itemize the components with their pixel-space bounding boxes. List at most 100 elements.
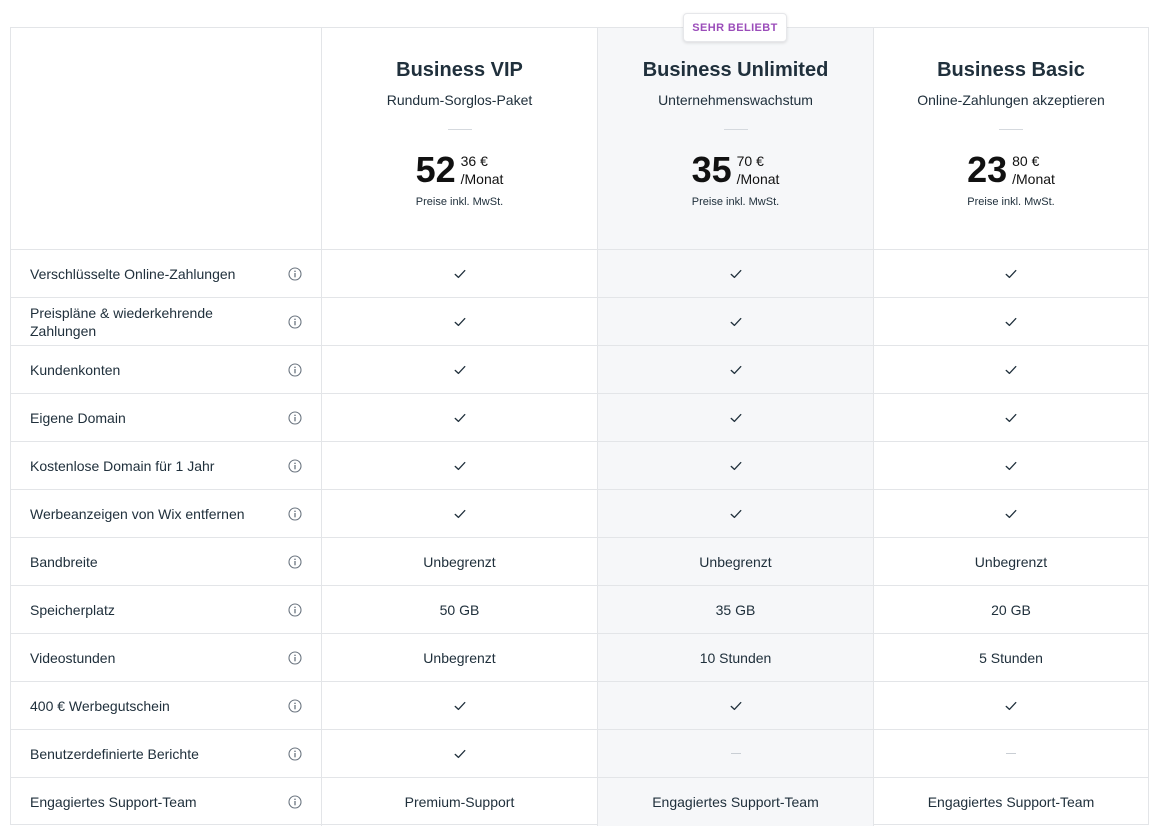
- info-icon[interactable]: [288, 410, 302, 425]
- price-period: /Monat: [1012, 171, 1055, 187]
- plan-header-business-vip: Business VIP Rundum-Sorglos-Paket 52 36 …: [322, 28, 598, 250]
- feature-value-business-basic: Engagiertes Support-Team: [874, 778, 1148, 826]
- feature-row-label-cell: Werbeanzeigen von Wix entfernen: [11, 490, 322, 538]
- info-icon[interactable]: [288, 698, 302, 713]
- feature-value-text: Unbegrenzt: [699, 553, 772, 570]
- price-integer: 23: [967, 149, 1008, 190]
- feature-row-label-cell: Eigene Domain: [11, 394, 322, 442]
- feature-value-business-unlimited: [598, 682, 874, 730]
- feature-value-business-basic: [874, 298, 1148, 346]
- check-icon: [1005, 413, 1017, 422]
- feature-label: Videostunden: [30, 649, 116, 666]
- check-icon: [454, 749, 465, 758]
- info-icon[interactable]: [288, 314, 302, 329]
- feature-value-business-unlimited: [598, 442, 874, 490]
- check-icon: [730, 365, 741, 374]
- plan-divider: [723, 129, 748, 130]
- info-icon[interactable]: [288, 650, 302, 665]
- check-icon: [454, 365, 465, 374]
- feature-value-text: Engagiertes Support-Team: [652, 794, 819, 810]
- plan-name: Business Unlimited: [642, 59, 829, 81]
- plan-divider: [447, 129, 472, 130]
- check-icon: [1005, 269, 1017, 278]
- feature-value-business-vip: [322, 682, 598, 730]
- feature-label: Werbeanzeigen von Wix entfernen: [30, 505, 245, 522]
- check-icon: [730, 269, 741, 278]
- feature-value-business-vip: [322, 394, 598, 442]
- feature-row-label-cell: 400 € Werbegutschein: [11, 682, 322, 730]
- feature-row-label-cell: Kostenlose Domain für 1 Jahr: [11, 442, 322, 490]
- feature-value-business-basic: [874, 346, 1148, 394]
- check-icon: [1005, 461, 1017, 470]
- info-icon[interactable]: [288, 506, 302, 521]
- feature-value-text: 35 GB: [715, 601, 756, 618]
- feature-value-business-vip: Premium-Support: [322, 778, 598, 826]
- check-icon: [454, 413, 465, 422]
- feature-row-label-cell: Preispläne & wiederkehrende Zahlungen: [11, 298, 322, 346]
- feature-value-text: Premium-Support: [404, 794, 515, 810]
- feature-value-text: Engagiertes Support-Team: [927, 794, 1095, 810]
- feature-row-label-cell: Videostunden: [11, 634, 322, 682]
- check-icon: [730, 701, 741, 710]
- info-icon[interactable]: [288, 602, 302, 617]
- dash-icon: [1006, 753, 1016, 754]
- feature-value-business-basic: 5 Stunden: [874, 634, 1148, 682]
- feature-value-business-basic: Unbegrenzt: [874, 538, 1148, 586]
- feature-label: 400 € Werbegutschein: [30, 697, 170, 714]
- feature-label: Eigene Domain: [30, 409, 126, 426]
- info-icon[interactable]: [288, 746, 302, 761]
- info-icon[interactable]: [288, 458, 302, 473]
- feature-value-business-basic: [874, 730, 1148, 778]
- feature-value-business-vip: Unbegrenzt: [322, 538, 598, 586]
- plan-header-business-basic: Business Basic Online-Zahlungen akzeptie…: [874, 28, 1148, 250]
- feature-value-business-unlimited: [598, 346, 874, 394]
- feature-value-business-basic: [874, 682, 1148, 730]
- plan-name: Business VIP: [396, 59, 523, 81]
- plan-subtitle: Rundum-Sorglos-Paket: [386, 92, 533, 108]
- feature-value-business-basic: [874, 250, 1148, 298]
- feature-value-text: 10 Stunden: [699, 649, 772, 666]
- feature-row-label-cell: Bandbreite: [11, 538, 322, 586]
- check-icon: [730, 413, 741, 422]
- pricing-comparison-table: Business VIP Rundum-Sorglos-Paket 52 36 …: [10, 27, 1149, 826]
- price-note: Preise inkl. MwSt.: [415, 196, 504, 208]
- feature-row-label-cell: Speicherplatz: [11, 586, 322, 634]
- feature-value-business-basic: [874, 442, 1148, 490]
- header-empty-cell: [11, 28, 322, 250]
- price-decimal: 80 €: [1012, 153, 1040, 169]
- info-icon[interactable]: [288, 554, 302, 569]
- feature-label: Kostenlose Domain für 1 Jahr: [30, 457, 215, 474]
- info-icon[interactable]: [288, 362, 302, 377]
- feature-value-text: Unbegrenzt: [423, 649, 496, 666]
- feature-value-business-unlimited: 10 Stunden: [598, 634, 874, 682]
- feature-label: Verschlüsselte Online-Zahlungen: [30, 265, 236, 282]
- plan-divider: [999, 129, 1023, 130]
- price-period: /Monat: [736, 171, 780, 187]
- feature-row-label-cell: Kundenkonten: [11, 346, 322, 394]
- feature-value-business-unlimited: Engagiertes Support-Team: [598, 778, 874, 826]
- check-icon: [454, 701, 465, 710]
- feature-row-label-cell: Engagiertes Support-Team: [11, 778, 322, 826]
- feature-value-text: 50 GB: [439, 601, 480, 618]
- check-icon: [1005, 701, 1017, 710]
- feature-value-business-basic: [874, 490, 1148, 538]
- price-note: Preise inkl. MwSt.: [967, 196, 1055, 208]
- feature-value-text: 20 GB: [991, 601, 1031, 618]
- plan-price: 23 80 € /Monat: [967, 150, 1055, 190]
- feature-value-business-basic: [874, 394, 1148, 442]
- popular-badge: SEHR BELIEBT: [683, 13, 787, 42]
- plan-header-business-unlimited: Business Unlimited Unternehmenswachstum …: [598, 28, 874, 250]
- check-icon: [730, 509, 741, 518]
- price-period: /Monat: [460, 171, 504, 187]
- plan-subtitle: Unternehmenswachstum: [658, 92, 813, 108]
- plan-subtitle: Online-Zahlungen akzeptieren: [917, 92, 1105, 108]
- feature-value-business-unlimited: [598, 394, 874, 442]
- info-icon[interactable]: [288, 795, 302, 809]
- check-icon: [730, 317, 741, 326]
- feature-value-business-unlimited: [598, 730, 874, 778]
- check-icon: [454, 461, 465, 470]
- check-icon: [730, 461, 741, 470]
- info-icon[interactable]: [288, 266, 302, 281]
- feature-value-business-unlimited: [598, 250, 874, 298]
- feature-value-business-vip: [322, 490, 598, 538]
